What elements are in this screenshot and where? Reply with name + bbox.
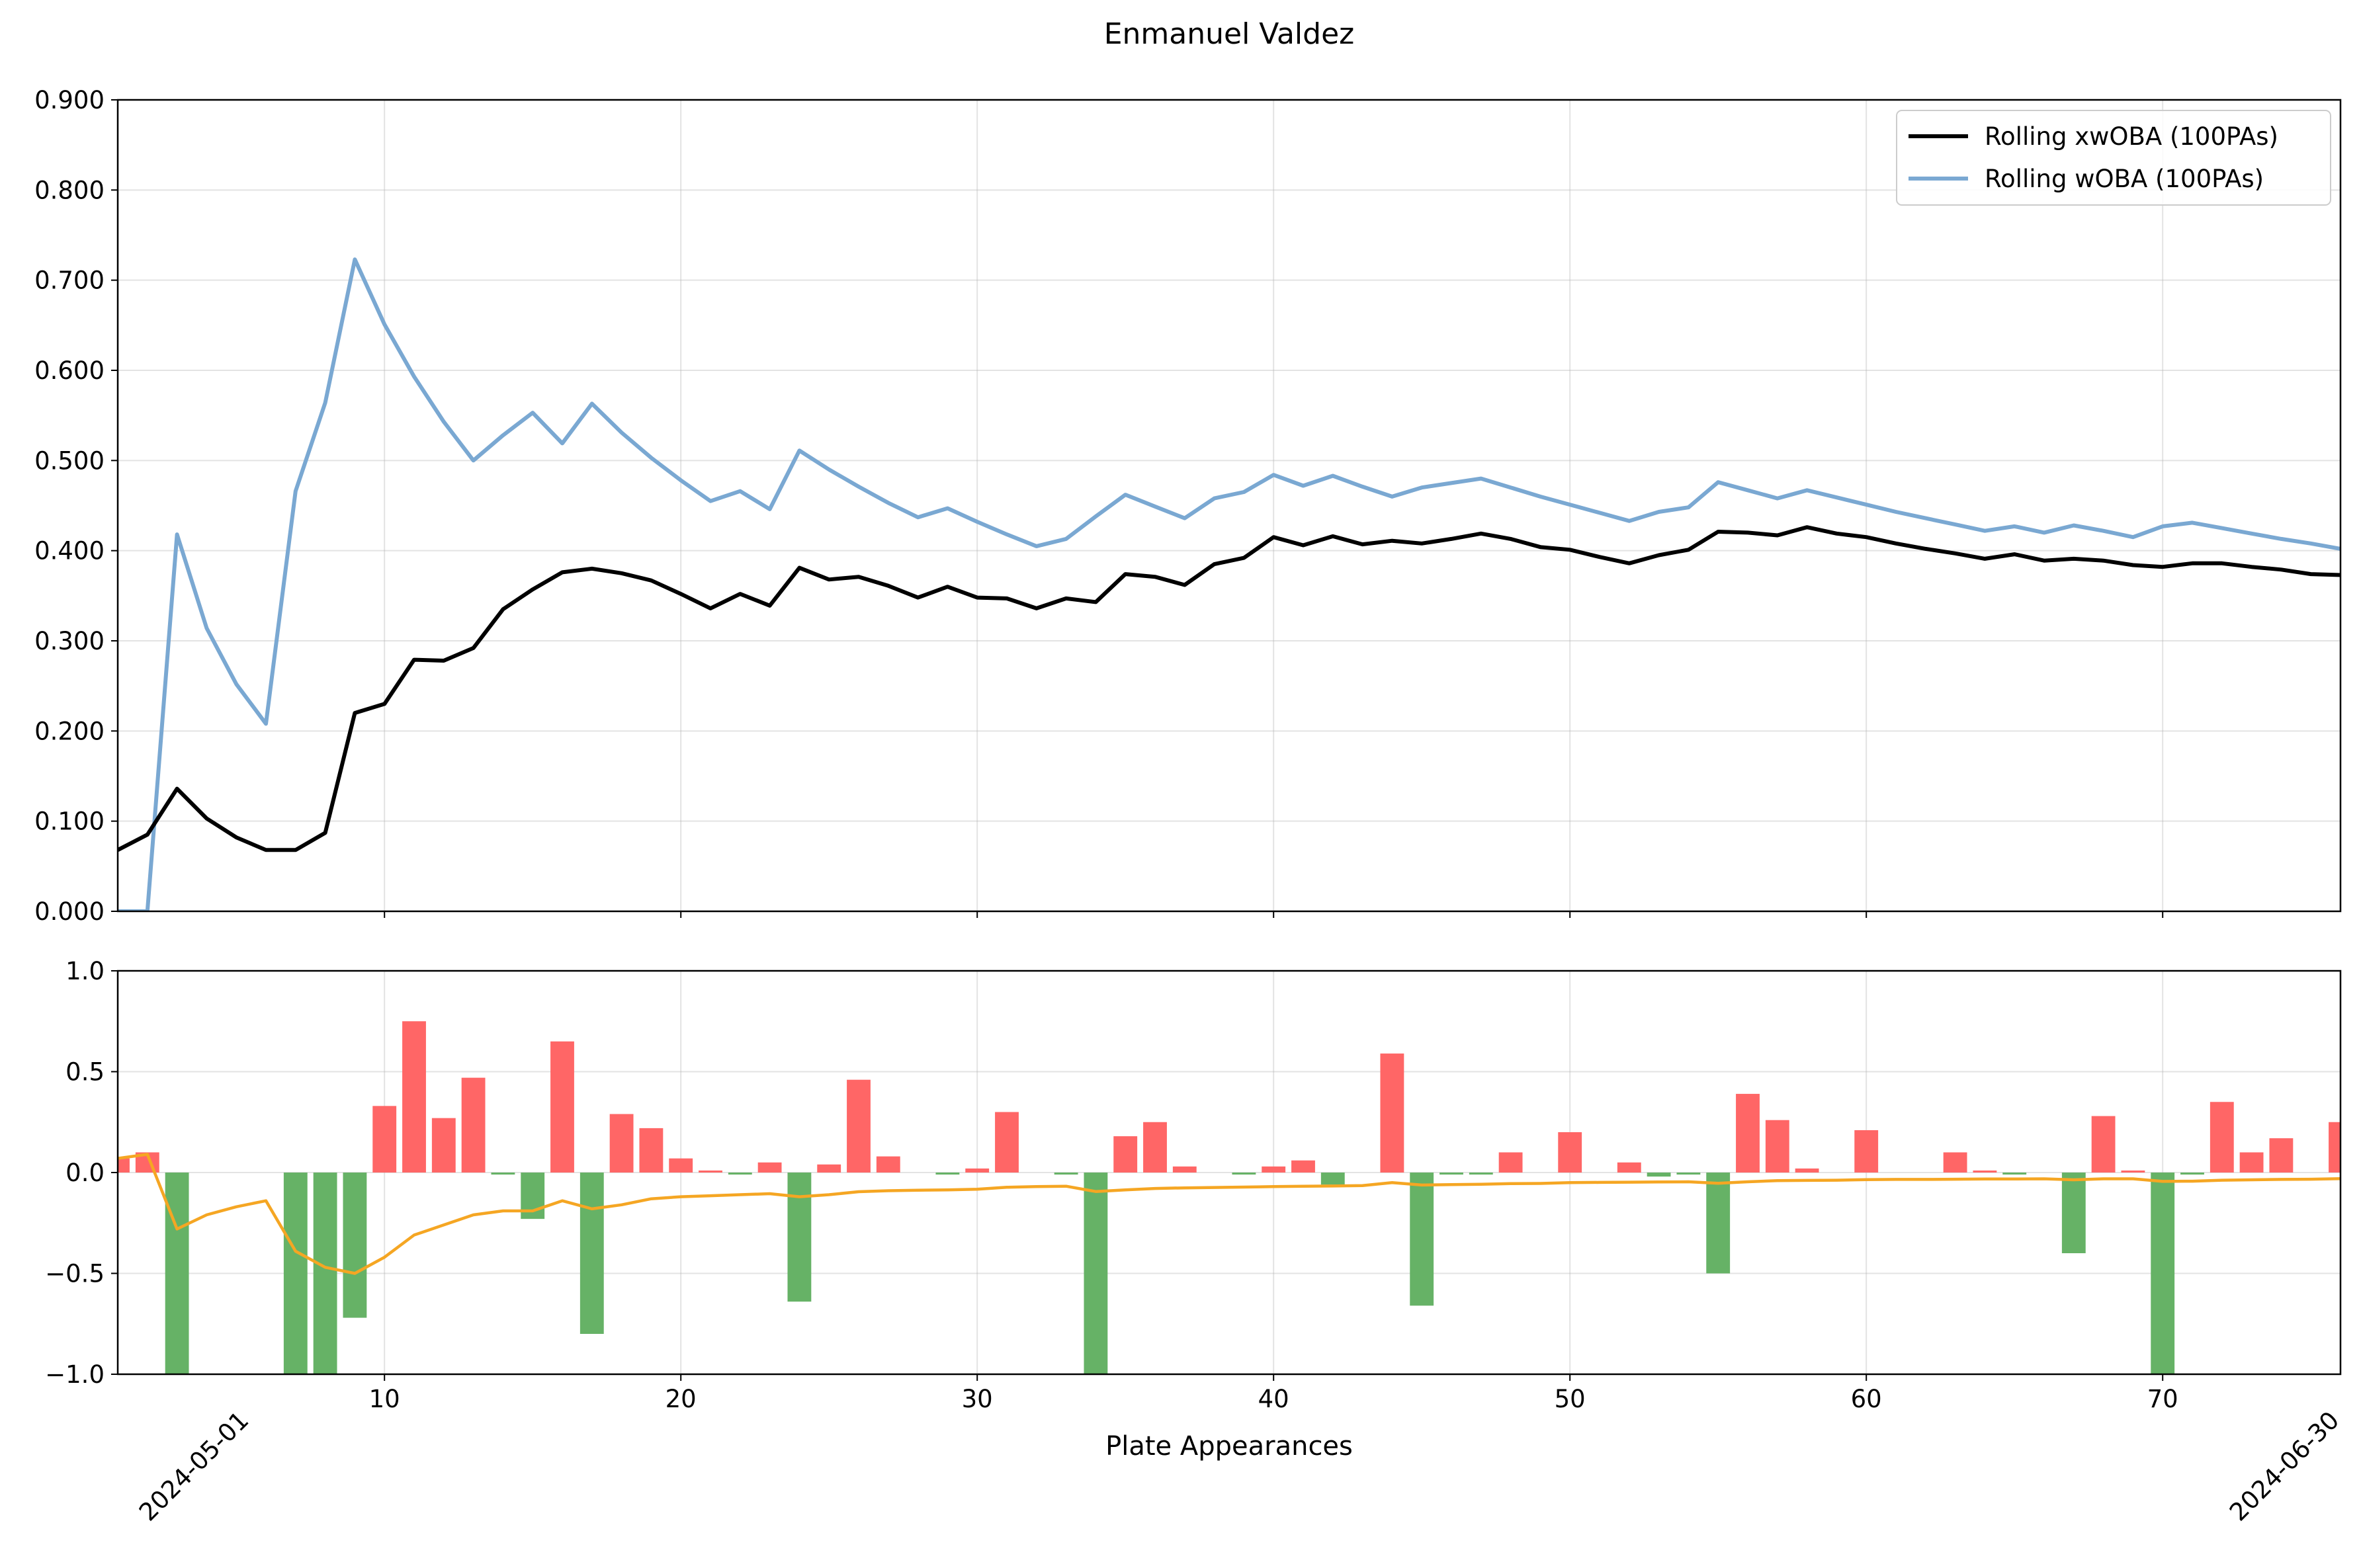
top-y-tick-label-3: 0.300 [34, 627, 105, 655]
diff-bar [757, 1162, 782, 1173]
diff-bar [1469, 1173, 1493, 1175]
bottom-panel-y-ticks: −1.0 −0.5 0.0 0.5 1.0 [45, 957, 118, 1389]
diff-bar [1973, 1170, 1997, 1173]
top-y-tick-label-7: 0.700 [34, 267, 105, 295]
top-y-tick-label-5: 0.500 [34, 446, 105, 475]
diff-bar [1854, 1130, 1879, 1173]
diff-bar [1943, 1152, 1967, 1173]
diff-bar [1706, 1173, 1731, 1274]
diff-bar [935, 1173, 960, 1175]
diff-bar [1262, 1166, 1286, 1173]
diff-bar [2210, 1102, 2234, 1173]
x-axis-title: Plate Appearances [1105, 1431, 1353, 1462]
rolling-diff-line [118, 1153, 2340, 1275]
bottom-y-tick-label-0: −1.0 [45, 1360, 105, 1389]
bottom-y-tick-label-3: 0.5 [65, 1058, 105, 1087]
top-y-tick-label-2: 0.200 [34, 717, 105, 745]
diff-bar [402, 1021, 426, 1173]
top-panel-frame [116, 99, 2342, 913]
x-tick-label-30: 30 [962, 1385, 993, 1413]
diff-bar [1736, 1094, 1760, 1173]
diff-bar [1765, 1120, 1789, 1173]
diff-bar [1647, 1173, 1671, 1177]
diff-bar [995, 1112, 1019, 1173]
diff-bar [1084, 1173, 1108, 1374]
top-y-tick-label-6: 0.600 [34, 356, 105, 385]
diff-bar [1054, 1173, 1078, 1175]
top-y-tick-label-4: 0.400 [34, 537, 105, 565]
x-tick-label-40: 40 [1258, 1385, 1289, 1413]
diff-bar [431, 1118, 456, 1173]
diff-bar [1172, 1166, 1197, 1173]
diff-bar [699, 1170, 722, 1173]
top-y-tick-label-8: 0.800 [34, 176, 105, 204]
diff-bar [847, 1079, 871, 1173]
diff-bar [1143, 1122, 1167, 1173]
diff-bar [343, 1173, 367, 1318]
diff-bar [550, 1041, 574, 1173]
legend: Rolling xwOBA (100PAs) Rolling wOBA (100… [1896, 110, 2331, 206]
x-tick-label-60: 60 [1851, 1385, 1882, 1413]
diff-bar [491, 1173, 515, 1175]
diff-bar [2061, 1173, 2086, 1253]
x-tick-label-20: 20 [665, 1385, 697, 1413]
diff-bar [2239, 1152, 2264, 1173]
diff-bar [2121, 1170, 2145, 1173]
diff-bar [1320, 1173, 1345, 1185]
diff-bar [817, 1164, 841, 1173]
diff-bar [580, 1173, 604, 1334]
legend-label-xwoba: Rolling xwOBA (100PAs) [1985, 122, 2278, 151]
diff-bar [2329, 1122, 2340, 1173]
diff-bar [1439, 1173, 1463, 1175]
diff-bar [461, 1077, 486, 1173]
bottom-y-tick-label-1: −0.5 [45, 1260, 105, 1288]
diff-bar [372, 1106, 397, 1173]
diff-bar [1558, 1132, 1582, 1173]
x-tick-label-50: 50 [1555, 1385, 1586, 1413]
diff-bar [118, 1158, 130, 1173]
x-ticks: 10 20 30 40 50 60 70 [369, 911, 2178, 1413]
top-panel-y-ticks: 0.000 0.100 0.200 0.300 0.400 0.500 0.600 0.700… [34, 86, 118, 926]
diff-bar [1113, 1136, 1138, 1173]
x-tick-label-10: 10 [369, 1385, 400, 1413]
diff-bar [1410, 1173, 1434, 1306]
diff-bar [283, 1173, 308, 1374]
bottom-y-tick-label-2: 0.0 [65, 1159, 105, 1187]
xwoba-line [118, 525, 2340, 852]
legend-label-woba: Rolling wOBA (100PAs) [1985, 165, 2264, 193]
top-y-tick-label-1: 0.100 [34, 807, 105, 836]
diff-bar [1498, 1152, 1523, 1173]
diff-bar [876, 1156, 900, 1173]
legend-box [1896, 110, 2331, 206]
diff-bar [2002, 1173, 2027, 1175]
diff-bar [728, 1173, 752, 1175]
diff-bar [1795, 1168, 1819, 1173]
diff-bar [2180, 1173, 2204, 1175]
diff-bar [1291, 1160, 1315, 1173]
diff-bar [609, 1114, 634, 1173]
woba-line [118, 257, 2340, 911]
diff-bar [165, 1173, 189, 1374]
chart-title: Enmanuel Valdez [1104, 17, 1355, 51]
diff-bar [965, 1168, 990, 1173]
diff-bar [1380, 1053, 1404, 1173]
bottom-y-tick-label-4: 1.0 [65, 957, 105, 985]
top-y-tick-label-0: 0.000 [34, 897, 105, 926]
series-lines [118, 257, 2340, 1275]
diff-bar [313, 1173, 337, 1374]
x-tick-label-70: 70 [2147, 1385, 2178, 1413]
diff-bar [669, 1158, 693, 1173]
diff-bar [639, 1128, 664, 1173]
diff-bar [1676, 1173, 1701, 1175]
diff-bar [2091, 1116, 2116, 1173]
diff-bars [118, 1021, 2340, 1374]
diff-bar [787, 1173, 812, 1302]
diff-bar [2151, 1173, 2175, 1374]
diff-bar [1232, 1173, 1256, 1175]
top-y-tick-label-9: 0.900 [34, 86, 105, 114]
diff-bar [2269, 1138, 2294, 1173]
diff-bar [1617, 1162, 1641, 1173]
